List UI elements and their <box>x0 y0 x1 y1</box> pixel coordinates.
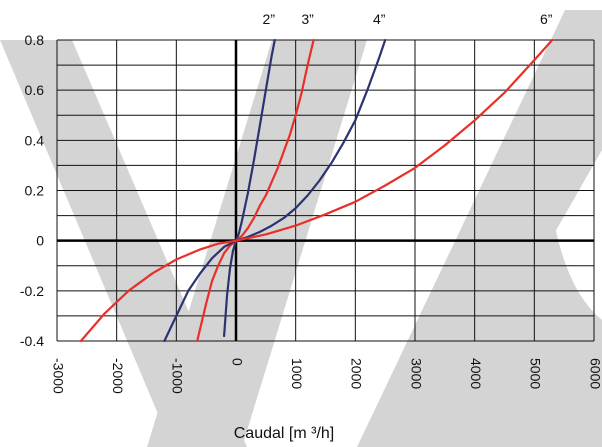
series-label: 3” <box>301 11 314 27</box>
watermark <box>0 10 602 447</box>
x-tick-label: -1000 <box>170 358 186 394</box>
y-tick-label: -0.2 <box>20 283 44 299</box>
x-tick-label: 6000 <box>587 358 602 389</box>
series-label: 6” <box>540 11 553 27</box>
y-tick-label: 0.2 <box>25 183 45 199</box>
x-tick-label: 5000 <box>528 358 544 389</box>
series-line <box>196 38 315 343</box>
watermark-shape-right <box>357 10 602 447</box>
y-tick-label: 0.4 <box>25 132 45 148</box>
series-label: 2” <box>263 11 276 27</box>
x-tick-label: 1000 <box>289 358 305 389</box>
series-line <box>223 38 276 338</box>
watermark-shape-center <box>147 40 367 447</box>
x-tick-label: 0 <box>229 358 245 366</box>
x-tick-label: 3000 <box>408 358 424 389</box>
x-tick-label: 4000 <box>468 358 484 389</box>
series-line <box>163 38 387 343</box>
y-tick-label: 0.6 <box>25 82 45 98</box>
x-axis-title: Caudal [m ³/h] <box>234 425 334 442</box>
grid <box>56 39 595 342</box>
y-tick-label: 0 <box>36 233 44 249</box>
series-label: 4” <box>373 11 386 27</box>
y-tick-label: -0.4 <box>20 333 44 349</box>
series-line <box>79 38 554 343</box>
x-tick-label: -2000 <box>110 358 126 394</box>
watermark-shape-lower-right <box>420 196 602 447</box>
x-tick-label: -3000 <box>50 358 66 394</box>
y-tick-label: 0.8 <box>25 32 45 48</box>
x-tick-label: 2000 <box>349 358 365 389</box>
